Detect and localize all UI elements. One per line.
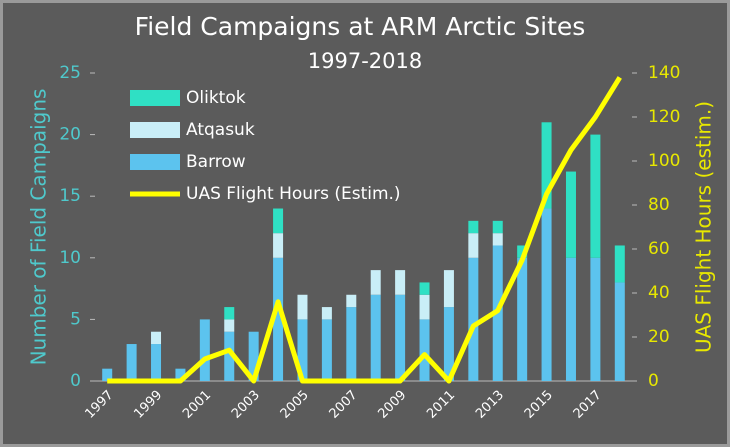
y-axis-label: Number of Field Campaigns	[27, 89, 51, 366]
bar	[395, 270, 406, 295]
bar	[541, 208, 552, 381]
bar	[614, 282, 625, 381]
bar	[565, 171, 576, 258]
bar	[273, 233, 284, 258]
bar	[273, 208, 284, 234]
bar	[590, 134, 601, 258]
y2-axis-label: UAS Flight Hours (estim.)	[692, 101, 716, 353]
y2-tick-label: 140	[648, 63, 680, 83]
legend-swatch	[130, 122, 180, 138]
bar	[151, 331, 162, 345]
chart-title: Field Campaigns at ARM Arctic Sites	[135, 12, 586, 41]
bar	[541, 122, 552, 209]
y2-tick-label: 40	[648, 283, 670, 303]
bar	[443, 307, 454, 381]
bar	[517, 245, 528, 258]
y-tick-label: 20	[59, 125, 81, 145]
y2-tick-label: 120	[648, 107, 680, 127]
bar	[492, 220, 503, 234]
chart-subtitle: 1997-2018	[308, 49, 422, 73]
bar	[273, 257, 284, 381]
bar	[565, 257, 576, 381]
bar	[590, 257, 601, 381]
y2-tick-label: 80	[648, 195, 670, 215]
bar	[346, 307, 357, 381]
bar	[614, 245, 625, 283]
bar	[175, 368, 186, 381]
y-tick-label: 5	[70, 309, 81, 329]
bar	[321, 319, 332, 381]
bar	[468, 257, 479, 381]
y-tick-label: 0	[70, 371, 81, 391]
bar	[224, 307, 235, 320]
y-tick-label: 15	[59, 186, 81, 206]
bar	[468, 220, 479, 234]
y2-tick-label: 20	[648, 327, 670, 347]
legend-swatch	[130, 90, 180, 106]
bar	[297, 319, 308, 381]
bar	[370, 270, 381, 295]
bar	[346, 294, 357, 308]
bar	[248, 331, 259, 381]
legend-label: UAS Flight Hours (Estim.)	[186, 184, 401, 204]
bar	[126, 344, 137, 381]
legend-label: Oliktok	[186, 88, 246, 108]
bar	[419, 294, 430, 320]
bar	[297, 294, 308, 320]
y-tick-label: 10	[59, 248, 81, 268]
bar	[370, 294, 381, 381]
bar	[224, 331, 235, 381]
line	[107, 76, 622, 384]
bar	[224, 319, 235, 332]
bar	[102, 368, 113, 381]
bar	[419, 282, 430, 295]
bar	[199, 319, 210, 381]
legend-label: Barrow	[186, 152, 246, 172]
y2-tick-label: 100	[648, 151, 680, 171]
bar	[395, 294, 406, 381]
bar	[468, 233, 479, 258]
bar	[443, 270, 454, 308]
bar	[321, 307, 332, 320]
bar	[492, 233, 503, 246]
y2-tick-label: 60	[648, 239, 670, 259]
y2-tick-label: 0	[648, 371, 659, 391]
bar	[517, 257, 528, 381]
bar	[419, 319, 430, 381]
y-tick-label: 25	[59, 63, 81, 83]
bar	[151, 344, 162, 381]
legend-label: Atqasuk	[186, 120, 255, 140]
legend-swatch	[130, 154, 180, 170]
